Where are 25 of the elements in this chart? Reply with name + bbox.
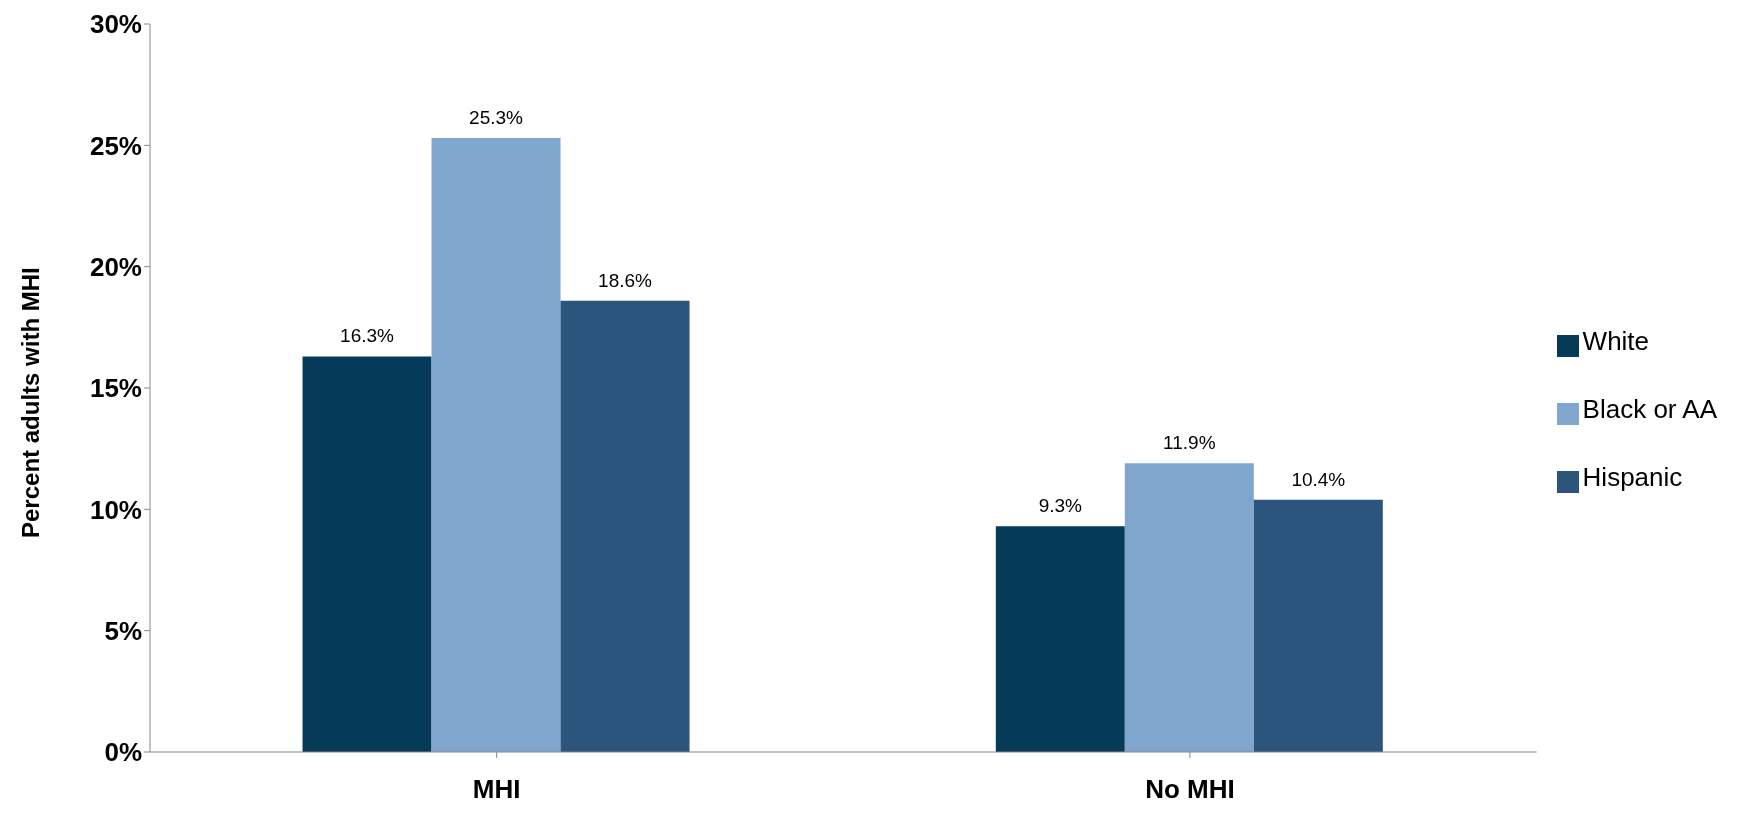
bar <box>1253 499 1383 752</box>
bar <box>302 356 432 752</box>
data-label: 10.4% <box>1291 468 1346 490</box>
legend-label: Black or AA <box>1582 394 1717 424</box>
bar <box>560 300 690 752</box>
bar <box>431 138 561 752</box>
y-tick-label: 25% <box>89 130 142 161</box>
data-label: 18.6% <box>598 269 653 291</box>
data-label: 9.3% <box>1038 495 1083 517</box>
y-tick-label: 10% <box>89 494 142 525</box>
y-tick-label: 0% <box>104 737 142 768</box>
y-tick-label: 15% <box>89 373 142 404</box>
x-tick-label: No MHI <box>1145 774 1235 805</box>
bar <box>1124 463 1254 752</box>
legend-label: Hispanic <box>1582 462 1683 492</box>
data-label: 25.3% <box>469 107 524 129</box>
y-tick-label: 5% <box>104 615 142 646</box>
bar <box>995 526 1125 752</box>
data-label: 16.3% <box>340 325 395 347</box>
y-tick-label: 20% <box>89 251 142 282</box>
y-tick-label: 30% <box>89 9 142 40</box>
legend-label: White <box>1582 326 1650 356</box>
y-axis-title: Percent adults with MHI <box>16 267 44 538</box>
x-tick-label: MHI <box>472 774 521 805</box>
data-label: 11.9% <box>1163 432 1216 454</box>
